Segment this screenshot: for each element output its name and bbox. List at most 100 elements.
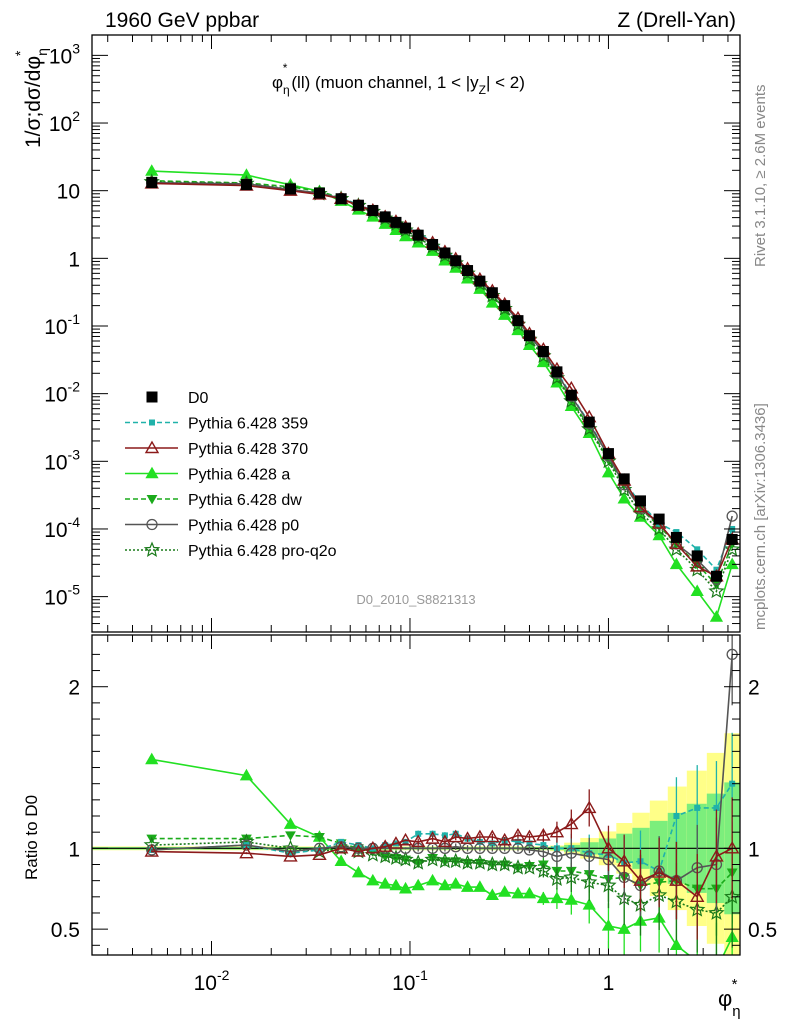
ratio-point-pro-q2o [447, 852, 464, 869]
ratio-point-pro-q2o [521, 859, 538, 875]
ratio-point-a [351, 865, 366, 878]
point-D0 [412, 229, 424, 241]
ratio-point-359 [402, 838, 409, 845]
ratio-point-p0 [523, 844, 536, 856]
point-D0 [335, 193, 347, 205]
ratio-point-pro-q2o [410, 854, 427, 870]
legend-label: D0 [188, 390, 209, 407]
plot-title-sup: * [283, 61, 288, 75]
point-D0 [284, 183, 296, 195]
ratio-point-a [411, 878, 425, 891]
y-tick-label: 10-4 [44, 514, 80, 542]
ratio-point-a [460, 880, 475, 892]
point-D0 [146, 177, 158, 189]
ratio-point-370 [601, 840, 616, 854]
point-D0 [602, 448, 614, 460]
ratio-point-a [511, 886, 525, 899]
point-D0 [634, 495, 646, 507]
ratio-point-p0 [474, 842, 486, 854]
ratio-point-pro-q2o [496, 855, 513, 872]
y-tick-label: 1 [68, 248, 80, 271]
ratio-point-p0 [537, 845, 550, 858]
legend-marker [146, 518, 158, 531]
y-label-prefix: 1/σ;dσ/dφ [22, 56, 45, 148]
ratio-point-a [398, 881, 413, 894]
ratio-point-370 [616, 853, 632, 867]
point-a [725, 557, 739, 570]
ratio-point-370 [522, 829, 537, 843]
ratio-point-370 [472, 829, 488, 843]
ratio-point-pro-q2o [535, 862, 552, 878]
ratio-point-p0 [512, 842, 524, 854]
point-370 [669, 536, 684, 550]
point-D0 [523, 330, 535, 342]
ratio-point-a [550, 891, 564, 904]
ratio-point-a [522, 886, 537, 899]
y-tick-label: 103 [49, 40, 80, 68]
ratio-y-tick-label: 0.5 [51, 919, 80, 942]
y-tick-label: 10-2 [44, 379, 80, 407]
point-a [669, 557, 684, 570]
ratio-point-a [582, 898, 596, 910]
legend-label: Pythia 6.428 pro-q2o [188, 543, 337, 560]
ratio-point-pro-q2o [723, 888, 740, 904]
side-text-mcplots: mcplots.cern.ch [arXiv:1306.3436] [752, 403, 769, 630]
ratio-point-370 [485, 829, 500, 843]
legend-label: Pythia 6.428 370 [188, 441, 308, 458]
point-D0 [400, 222, 412, 234]
ratio-point-359 [526, 840, 533, 847]
legend-marker [146, 391, 158, 403]
plot-title: φη *(ll) (muon channel, 1 < |yZ| < 2) [272, 61, 525, 97]
ratio-y-tick-label-right: 0.5 [748, 919, 777, 942]
header-left: 1960 GeV ppbar [105, 9, 259, 32]
ratio-panel: 10-2 10-1 10.5 0.51 12 2 [51, 634, 777, 995]
ratio-point-370 [144, 844, 159, 857]
point-D0 [367, 204, 379, 216]
point-D0 [390, 216, 402, 228]
x-tick-base: 1 [603, 972, 615, 995]
ratio-point-370 [425, 831, 440, 844]
point-D0 [439, 247, 451, 259]
y-tick-label: 10-1 [44, 311, 80, 339]
ratio-point-a [564, 893, 578, 905]
y-tick-exp: 2 [72, 108, 80, 124]
x-tick-base: 10 [194, 972, 217, 995]
plot-title-rest: (ll) (muon channel, 1 < |y [291, 73, 479, 92]
y-tick-base: 10 [44, 316, 67, 339]
ratio-point-a [145, 752, 159, 765]
ratio-point-370 [398, 832, 413, 846]
y-tick-base: 10 [44, 451, 67, 474]
ratio-point-p0 [486, 842, 498, 854]
point-370 [633, 499, 648, 513]
point-a [485, 296, 499, 308]
ratio-point-a [425, 873, 440, 886]
ratio-point-370 [633, 873, 648, 886]
ratio-point-370 [510, 827, 526, 841]
y-tick-base: 10 [44, 519, 67, 542]
ratio-point-a [334, 854, 348, 867]
y-tick-label: 10-5 [44, 582, 80, 610]
legend-marker [143, 541, 161, 557]
point-pro-q2o [708, 582, 725, 599]
ratio-point-370 [690, 889, 705, 903]
ratio-point-370 [437, 834, 453, 848]
ratio-point-370 [497, 832, 512, 846]
legend-label: Pythia 6.428 p0 [188, 518, 299, 535]
ratio-point-a [239, 768, 254, 781]
ratio-point-a [711, 964, 722, 973]
ratio-frame [91, 634, 741, 956]
point-D0 [618, 473, 630, 485]
ratio-point-370 [724, 840, 740, 854]
ratio-point-a [498, 885, 512, 897]
y-tick-exp: -2 [68, 379, 81, 395]
ratio-point-a [485, 888, 499, 900]
ratio-point-370 [564, 816, 579, 830]
ratio-point-p0 [551, 850, 563, 863]
ratio-point-a [697, 954, 698, 955]
point-a [398, 229, 413, 242]
ratio-point-p0 [565, 847, 577, 859]
ratio-point-a [536, 891, 550, 904]
point-D0 [691, 550, 703, 562]
